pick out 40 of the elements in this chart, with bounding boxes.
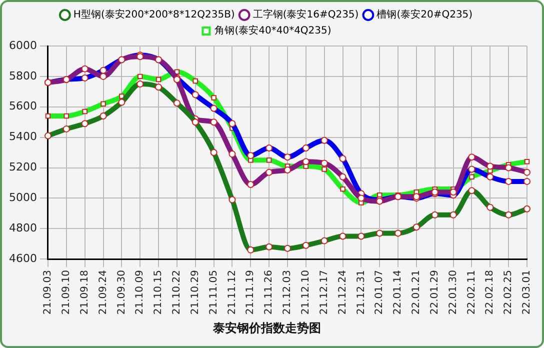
x-tick-label: 22.01.30 bbox=[448, 270, 459, 315]
y-tick-label: 5600 bbox=[8, 100, 37, 113]
y-tick-label: 5000 bbox=[8, 191, 37, 204]
x-tick-label: 21.12.31 bbox=[356, 270, 367, 315]
x-tick-label: 21.10.29 bbox=[190, 270, 201, 315]
x-tick-label: 22.02.25 bbox=[503, 270, 514, 315]
y-tick-label: 5400 bbox=[8, 130, 37, 144]
x-tick-label: 21.09.30 bbox=[116, 270, 128, 315]
x-tick-label: 22.01.07 bbox=[374, 270, 386, 315]
x-tick-label: 21.11.19 bbox=[245, 270, 256, 315]
y-tick-label: 5200 bbox=[8, 160, 37, 174]
x-tick-label: 22.02.11 bbox=[466, 270, 478, 315]
legend-label: 槽钢(泰安20#Q235) bbox=[376, 8, 473, 21]
x-tick-label: 22.03.01 bbox=[522, 270, 533, 315]
text: 泰安钢价指数走势图 bbox=[212, 320, 321, 335]
x-tick-label: 21.12.24 bbox=[337, 270, 348, 315]
x-tick-label: 21.09.03 bbox=[42, 270, 54, 315]
x-tick-label: 22.01.14 bbox=[392, 270, 404, 315]
x-tick-label: 21.12.10 bbox=[300, 270, 312, 315]
x-tick-label: 21.09.10 bbox=[61, 270, 72, 315]
x-tick-label: 22.02.18 bbox=[484, 270, 496, 315]
x-tick-label: 21.12.17 bbox=[318, 270, 330, 315]
x-tick-label: 21.10.09 bbox=[134, 270, 146, 315]
y-tick-label: 5800 bbox=[8, 69, 37, 82]
x-tick-label: 21.12.03 bbox=[282, 270, 294, 315]
legend-label: 角钢(泰安40*40*4Q235) bbox=[214, 24, 332, 37]
x-tick-label: 21.09.24 bbox=[98, 270, 109, 315]
x-tick-label: 21.10.15 bbox=[153, 270, 164, 315]
y-tick-label: 4800 bbox=[8, 221, 37, 234]
legend-label: H型钢(泰安200*200*8*12Q235B) bbox=[73, 8, 235, 21]
x-tick-label: 22.01.21 bbox=[411, 270, 422, 315]
legend-label: 工字钢(泰安16#Q235) bbox=[252, 8, 359, 21]
y-tick-label: 6000 bbox=[8, 38, 37, 52]
x-tick-label: 21.11.05 bbox=[208, 270, 220, 315]
x-tick-label: 21.10.22 bbox=[172, 270, 183, 315]
y-tick-label: 4600 bbox=[8, 252, 37, 265]
x-tick-label: 22.01.29 bbox=[429, 270, 440, 315]
x-tick-label: 21.11.12 bbox=[226, 270, 238, 315]
x-tick-label: 21.09.18 bbox=[79, 270, 90, 315]
x-tick-label: 21.11.26 bbox=[264, 270, 275, 315]
